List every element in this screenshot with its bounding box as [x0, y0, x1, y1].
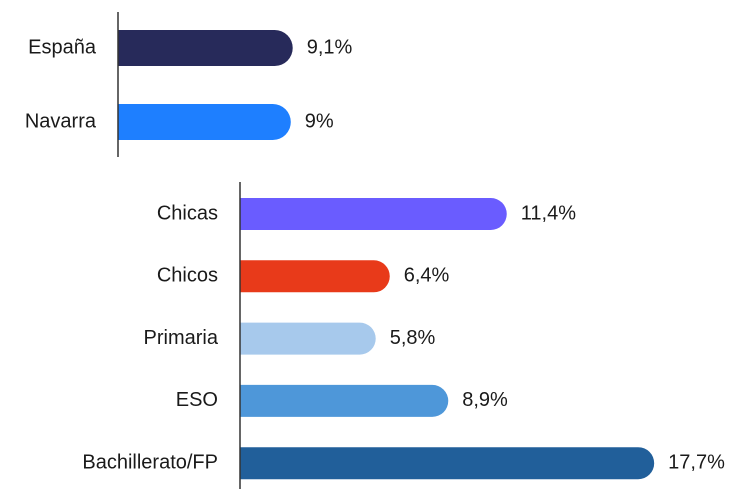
- category-label: Primaria: [144, 327, 219, 349]
- value-label: 11,4%: [521, 202, 576, 224]
- value-label: 17,7%: [668, 451, 725, 473]
- value-label: 9%: [305, 110, 334, 132]
- bar: [118, 30, 293, 66]
- category-label: España: [28, 36, 97, 58]
- category-label: ESO: [176, 389, 218, 411]
- bar: [240, 322, 376, 355]
- category-label: Bachillerato/FP: [82, 451, 218, 473]
- value-label: 8,9%: [462, 389, 508, 411]
- category-label: Chicos: [157, 265, 218, 287]
- bar: [240, 198, 507, 230]
- category-label: Chicas: [157, 202, 218, 224]
- bar: [240, 384, 449, 417]
- value-label: 5,8%: [390, 327, 436, 349]
- value-label: 6,4%: [404, 265, 450, 287]
- bar: [240, 260, 390, 293]
- bar: [118, 104, 291, 140]
- bar: [240, 447, 655, 480]
- value-label: 9,1%: [307, 36, 353, 58]
- category-label: Navarra: [25, 110, 97, 132]
